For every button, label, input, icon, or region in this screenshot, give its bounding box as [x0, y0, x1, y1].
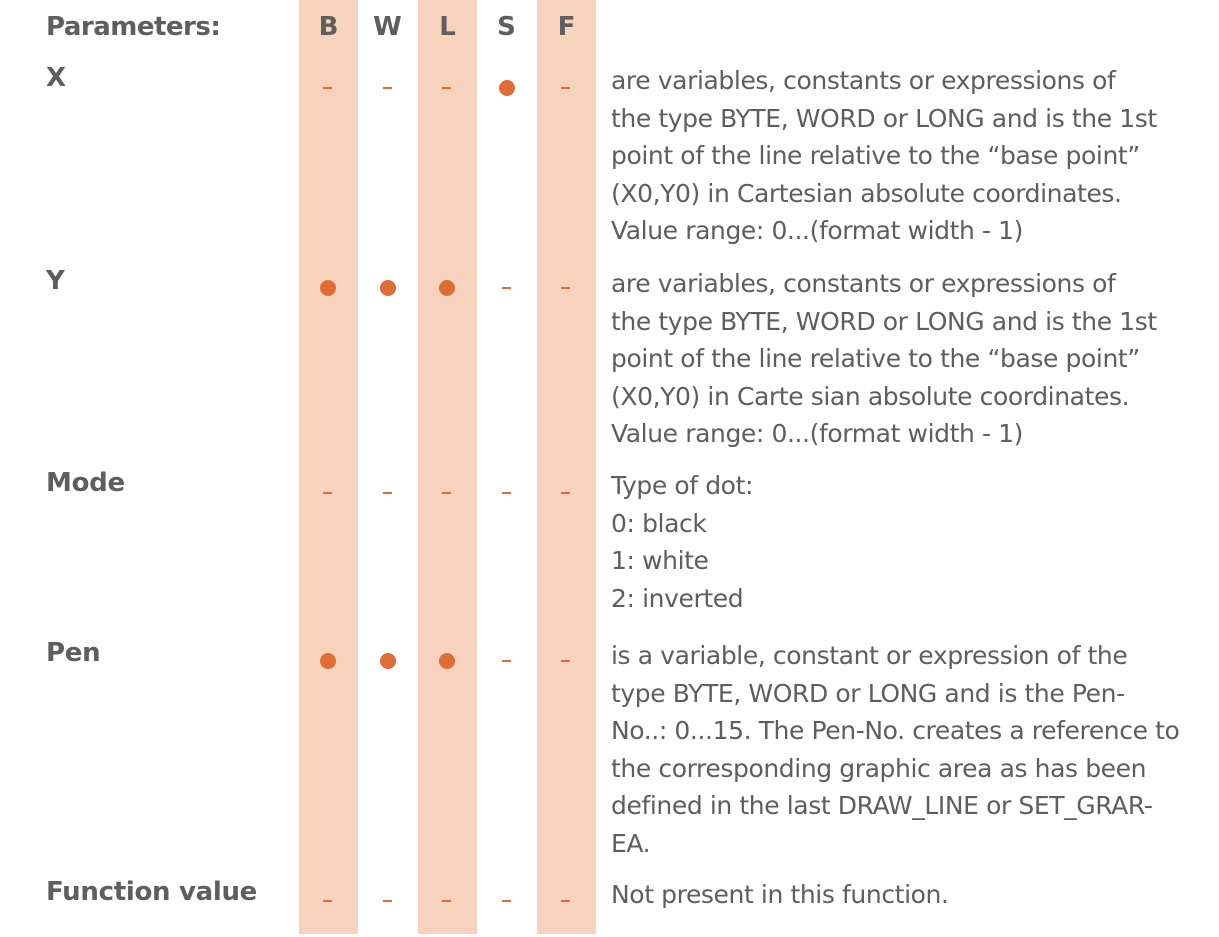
dot-icon-x-s [497, 78, 517, 98]
dash-icon-function-value-w [378, 891, 398, 911]
param-description-function-value: Not present in this function. [611, 876, 1211, 914]
param-description-pen: is a variable, constant or expression of… [611, 637, 1211, 862]
dash-icon-mode-s [497, 483, 517, 503]
dash-icon-pen-f [556, 651, 576, 671]
param-name-function-value: Function value [46, 877, 258, 907]
dash-icon-x-l [437, 78, 457, 98]
column-band-f [537, 0, 596, 934]
param-name-x: X [46, 63, 66, 93]
column-band-b [299, 0, 358, 934]
dash-icon-x-w [378, 78, 398, 98]
description-line: point of the line relative to the “base … [611, 344, 1140, 373]
description-line: Value range: 0...(format width - 1) [611, 419, 1024, 448]
column-header-w: W [373, 12, 402, 42]
dash-icon-function-value-s [497, 891, 517, 911]
param-description-y: are variables, constants or expressions … [611, 265, 1211, 453]
column-header-s: S [497, 12, 516, 42]
description-line: (X0,Y0) in Cartesian absolute coordinate… [611, 178, 1122, 208]
dash-icon-function-value-l [437, 891, 457, 911]
column-band-l [418, 0, 477, 934]
param-name-mode: Mode [46, 468, 125, 498]
column-header-b: B [318, 12, 339, 42]
description-line: the type BYTE, WORD or LONG and is the 1… [611, 306, 1157, 336]
dash-icon-function-value-f [556, 891, 576, 911]
dash-icon-x-b [318, 78, 338, 98]
dot-icon-y-w [378, 278, 398, 298]
param-name-y: Y [46, 266, 65, 296]
description-line: (X0,Y0) in Carte sian absolute coordinat… [611, 381, 1130, 411]
description-line: Type of dot: [611, 471, 754, 500]
dash-icon-mode-w [378, 483, 398, 503]
dot-icon-pen-b [318, 651, 338, 671]
description-line: are variables, constants or expressions … [611, 269, 1116, 298]
dot-icon-pen-w [378, 651, 398, 671]
parameters-heading: Parameters: [46, 12, 221, 42]
description-line: defined in the last DRAW_LINE or SET_GRA… [611, 791, 1153, 820]
param-description-mode: Type of dot: 0: black 1: white 2: inverted [611, 467, 1211, 617]
dash-icon-y-f [556, 278, 576, 298]
column-header-l: L [439, 12, 456, 42]
dash-icon-y-s [497, 278, 517, 298]
description-line: 2: inverted [611, 583, 744, 613]
dot-icon-y-l [437, 278, 457, 298]
description-line: the corresponding graphic area as has be… [611, 753, 1147, 783]
dash-icon-mode-l [437, 483, 457, 503]
description-line: the type BYTE, WORD or LONG and is the 1… [611, 103, 1157, 133]
description-line: 1: white [611, 546, 709, 575]
param-description-x: are variables, constants or expressions … [611, 62, 1211, 250]
description-line: Not present in this function. [611, 880, 949, 909]
column-header-f: F [557, 12, 576, 42]
dash-icon-function-value-b [318, 891, 338, 911]
description-line: Value range: 0...(format width - 1) [611, 216, 1024, 245]
description-line: 0: black [611, 508, 707, 538]
dash-icon-mode-f [556, 483, 576, 503]
description-line: are variables, constants or expressions … [611, 66, 1116, 95]
dot-icon-y-b [318, 278, 338, 298]
description-line: EA. [611, 828, 651, 858]
dash-icon-x-f [556, 78, 576, 98]
param-name-pen: Pen [46, 638, 101, 668]
description-line: is a variable, constant or expression of… [611, 641, 1128, 670]
dot-icon-pen-l [437, 651, 457, 671]
description-line: point of the line relative to the “base … [611, 141, 1140, 170]
dash-icon-mode-b [318, 483, 338, 503]
dash-icon-pen-s [497, 651, 517, 671]
description-line: No..: 0...15. The Pen-No. creates a refe… [611, 716, 1180, 745]
description-line: type BYTE, WORD or LONG and is the Pen- [611, 678, 1125, 708]
